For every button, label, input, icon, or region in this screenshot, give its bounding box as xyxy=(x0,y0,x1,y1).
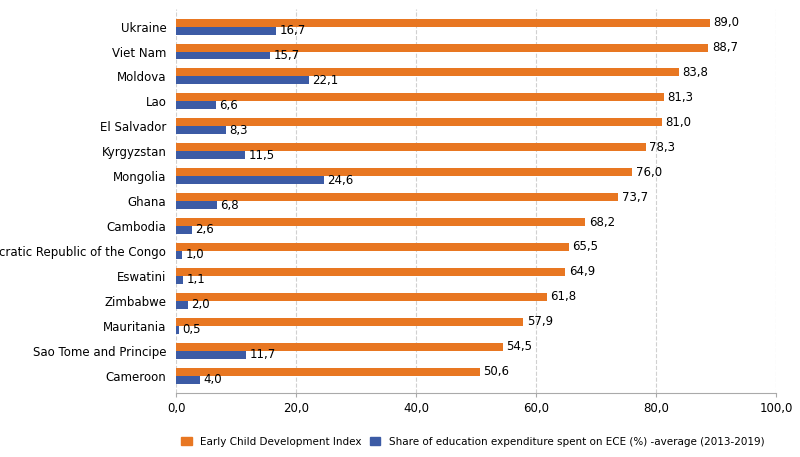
Bar xyxy=(176,143,646,151)
Text: 83,8: 83,8 xyxy=(682,66,708,79)
Text: 6,6: 6,6 xyxy=(219,99,238,112)
Bar xyxy=(176,343,503,351)
Bar xyxy=(176,93,664,101)
Text: 68,2: 68,2 xyxy=(589,216,615,228)
Bar xyxy=(176,218,586,226)
Text: 2,6: 2,6 xyxy=(195,223,214,236)
Text: 4,0: 4,0 xyxy=(203,373,222,386)
Legend: Early Child Development Index, Share of education expenditure spent on ECE (%) -: Early Child Development Index, Share of … xyxy=(182,436,764,446)
Text: 73,7: 73,7 xyxy=(622,191,648,203)
Text: 0,5: 0,5 xyxy=(182,323,201,336)
Bar xyxy=(176,176,323,184)
Text: 54,5: 54,5 xyxy=(506,340,533,353)
Bar xyxy=(176,126,226,134)
Text: 1,1: 1,1 xyxy=(186,273,205,287)
Bar xyxy=(176,268,566,276)
Text: 8,3: 8,3 xyxy=(230,124,248,137)
Text: 2,0: 2,0 xyxy=(192,298,210,311)
Text: 22,1: 22,1 xyxy=(312,74,338,87)
Text: 88,7: 88,7 xyxy=(712,41,738,54)
Bar xyxy=(176,69,678,76)
Text: 57,9: 57,9 xyxy=(527,315,553,328)
Text: 15,7: 15,7 xyxy=(274,49,300,62)
Bar xyxy=(176,151,245,159)
Text: 61,8: 61,8 xyxy=(550,290,577,303)
Bar xyxy=(176,76,309,85)
Bar xyxy=(176,276,182,284)
Bar xyxy=(176,351,246,359)
Bar xyxy=(176,293,547,301)
Bar xyxy=(176,52,270,59)
Text: 50,6: 50,6 xyxy=(483,365,510,378)
Text: 11,7: 11,7 xyxy=(250,348,276,361)
Bar xyxy=(176,193,618,201)
Text: 81,0: 81,0 xyxy=(666,116,691,129)
Bar xyxy=(176,101,216,109)
Bar xyxy=(176,19,710,27)
Text: 65,5: 65,5 xyxy=(573,240,598,254)
Bar xyxy=(176,201,217,209)
Text: 76,0: 76,0 xyxy=(635,166,662,179)
Text: 89,0: 89,0 xyxy=(714,16,739,29)
Bar xyxy=(176,318,523,326)
Bar xyxy=(176,226,192,234)
Text: 78,3: 78,3 xyxy=(650,141,675,154)
Text: 64,9: 64,9 xyxy=(569,266,595,278)
Bar xyxy=(176,251,182,259)
Bar xyxy=(176,376,200,383)
Text: 16,7: 16,7 xyxy=(280,24,306,37)
Bar xyxy=(176,168,632,176)
Bar xyxy=(176,301,188,309)
Text: 1,0: 1,0 xyxy=(186,249,204,261)
Text: 81,3: 81,3 xyxy=(667,91,694,104)
Bar xyxy=(176,43,708,52)
Bar xyxy=(176,367,480,376)
Bar xyxy=(176,243,569,251)
Text: 6,8: 6,8 xyxy=(221,199,239,212)
Bar xyxy=(176,326,179,334)
Bar xyxy=(176,118,662,126)
Bar xyxy=(176,27,276,35)
Text: 11,5: 11,5 xyxy=(249,149,274,162)
Text: 24,6: 24,6 xyxy=(327,174,354,186)
